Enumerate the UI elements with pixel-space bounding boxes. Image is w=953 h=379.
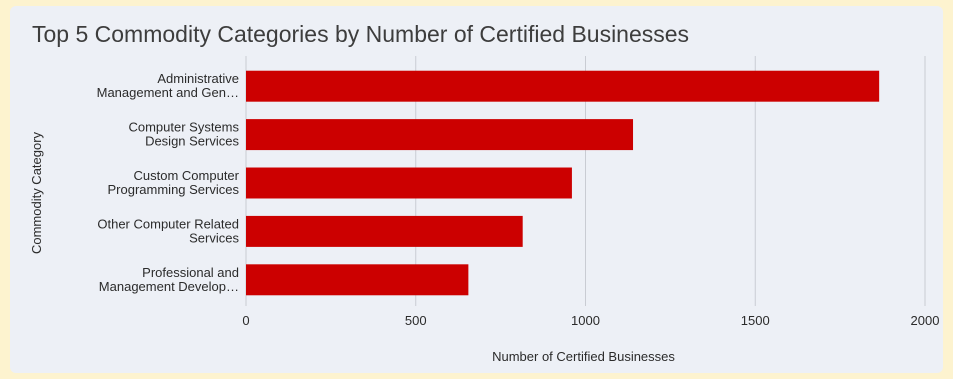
y-tick-label: Other Computer Related Services (97, 216, 239, 245)
y-tick-label: Custom Computer Programming Services (108, 168, 240, 197)
bar-3 (246, 167, 572, 199)
x-tick-label: 500 (405, 313, 427, 328)
x-tick-label: 2000 (911, 313, 940, 328)
x-tick-labels: 0 500 1000 1500 2000 (242, 313, 939, 328)
y-axis-label: Commodity Category (29, 131, 44, 254)
x-tick-label: 1500 (741, 313, 770, 328)
bars (246, 70, 880, 296)
bar-1 (246, 70, 880, 102)
x-tick-label: 1000 (571, 313, 600, 328)
bar-2 (246, 119, 634, 151)
bar-4 (246, 215, 523, 247)
x-tick-label: 0 (242, 313, 249, 328)
x-axis-label: Number of Certified Businesses (492, 349, 675, 364)
y-tick-label: Professional and Management Develop… (99, 265, 239, 294)
y-tick-label: Computer Systems Design Services (128, 120, 239, 149)
bar-5 (246, 264, 469, 296)
y-tick-labels: Administrative Management and Gen… Compute… (97, 71, 240, 294)
chart-title: Top 5 Commodity Categories by Number of … (32, 21, 690, 47)
y-tick-label: Administrative Management and Gen… (97, 71, 239, 100)
